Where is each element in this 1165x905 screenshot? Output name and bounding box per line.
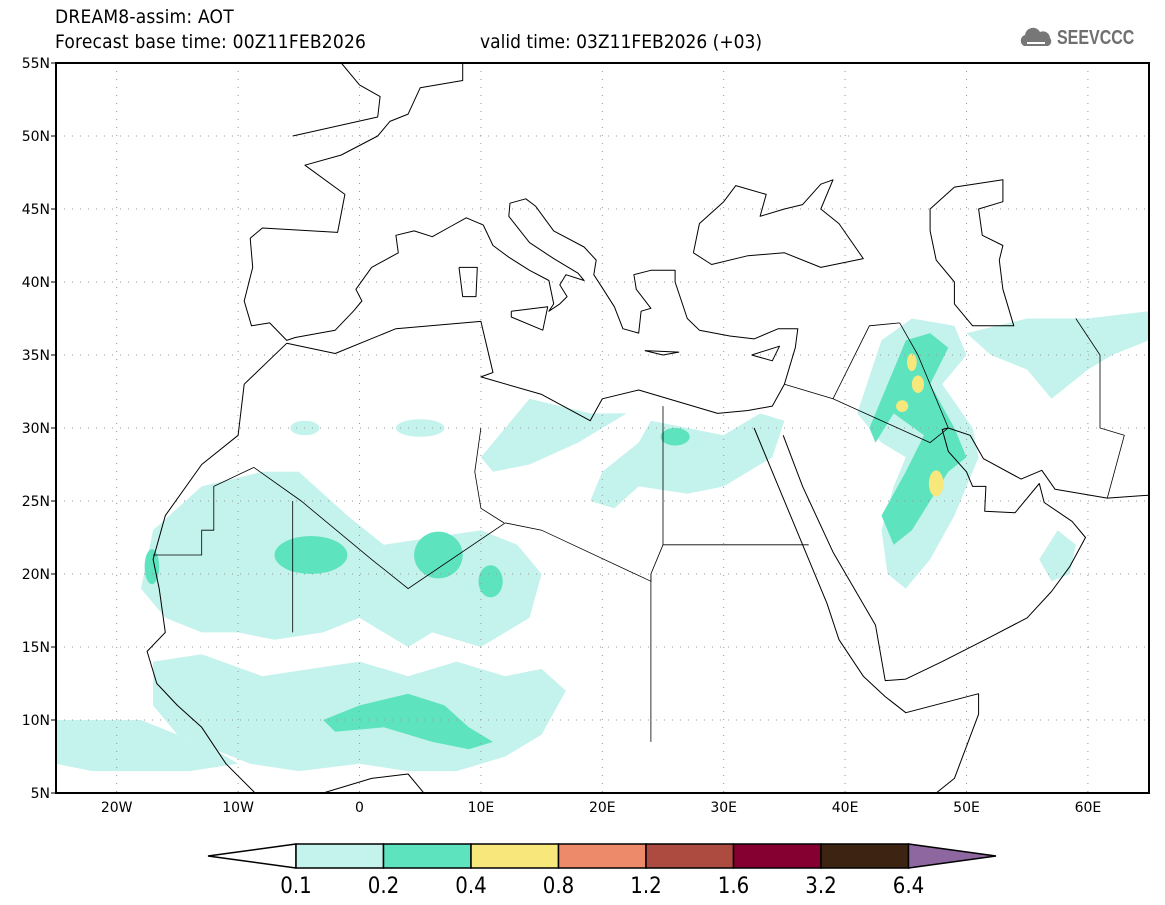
colorbar-label: 1.6 bbox=[718, 874, 749, 899]
latitude-label: 30N bbox=[22, 421, 50, 437]
aot-area-low bbox=[590, 413, 785, 509]
aot-area-high bbox=[928, 470, 944, 497]
colorbar: 0.1 0.2 0.4 0.8 1.2 1.6 3.2 6.4 bbox=[207, 843, 997, 899]
aot-area-medium bbox=[478, 565, 503, 598]
latitude-label: 35N bbox=[22, 348, 50, 364]
coastline bbox=[510, 306, 549, 331]
colorbar-segment bbox=[295, 843, 385, 869]
coastline bbox=[929, 179, 1015, 327]
cloud-icon bbox=[1020, 27, 1052, 46]
coastline bbox=[319, 773, 425, 793]
aot-area-low bbox=[480, 398, 627, 472]
colorbar-segment bbox=[470, 843, 560, 869]
latitude-label: 25N bbox=[22, 494, 50, 510]
coastline bbox=[782, 427, 1149, 682]
latitude-label: 50N bbox=[22, 129, 50, 145]
coastline bbox=[751, 345, 780, 362]
latitude-label: 40N bbox=[22, 275, 50, 291]
aot-area-low bbox=[56, 720, 239, 772]
latitude-label: 5N bbox=[31, 786, 50, 802]
country-border bbox=[1075, 318, 1125, 499]
country-border bbox=[784, 322, 900, 400]
coastline bbox=[644, 350, 680, 356]
graticule bbox=[56, 63, 1149, 793]
longitude-label: 60E bbox=[1075, 800, 1102, 816]
coastline bbox=[458, 266, 478, 298]
coastline bbox=[753, 427, 980, 793]
aot-field-layer bbox=[56, 311, 1149, 772]
latitude-label: 10N bbox=[22, 713, 50, 729]
logo-text: SEEVCCC bbox=[1057, 26, 1135, 49]
aot-area-medium bbox=[274, 536, 348, 575]
country-border bbox=[474, 427, 505, 524]
colorbar-segment bbox=[820, 843, 910, 869]
colorbar-segment bbox=[382, 843, 472, 869]
longitude-label: 30E bbox=[710, 800, 737, 816]
latitude-label: 15N bbox=[22, 640, 50, 656]
latitude-label: 45N bbox=[22, 202, 50, 218]
forecast-base-time: Forecast base time: 00Z11FEB2026 bbox=[55, 31, 367, 53]
longitude-label: 10E bbox=[468, 800, 495, 816]
aot-area-high bbox=[911, 375, 925, 393]
colorbar-label: 6.4 bbox=[893, 874, 924, 899]
country-border bbox=[253, 467, 809, 590]
colorbar-low-arrow bbox=[207, 843, 297, 869]
colorbar-label: 3.2 bbox=[805, 874, 836, 899]
aot-area-medium bbox=[414, 531, 463, 579]
coastline bbox=[146, 63, 799, 793]
colorbar-high-arrow bbox=[907, 843, 997, 869]
valid-time: valid time: 03Z11FEB2026 (+03) bbox=[480, 31, 763, 53]
map-title: DREAM8-assim: AOT bbox=[55, 6, 234, 28]
coastlines bbox=[146, 63, 1149, 793]
aot-area-low bbox=[966, 311, 1149, 399]
colorbar-label: 0.2 bbox=[368, 874, 399, 899]
latitude-label: 20N bbox=[22, 567, 50, 583]
colorbar-label: 0.4 bbox=[455, 874, 486, 899]
colorbar-label: 0.8 bbox=[543, 874, 574, 899]
longitude-label: 20E bbox=[589, 800, 616, 816]
colorbar-label: 0.1 bbox=[280, 874, 311, 899]
aot-area-low bbox=[395, 419, 445, 437]
country-border bbox=[832, 398, 949, 444]
aot-area-medium bbox=[660, 428, 690, 446]
longitude-label: 20W bbox=[101, 800, 133, 816]
seevccc-logo: SEEVCCC bbox=[1018, 26, 1154, 50]
aot-area-high bbox=[896, 400, 909, 412]
longitude-label: 10W bbox=[222, 800, 254, 816]
axis-labels: 55N 50N 45N 40N 35N 30N 25N 20N 15N 10N 5N 20W 10W 0 1… bbox=[22, 56, 1102, 816]
country-border bbox=[153, 467, 255, 556]
coastline bbox=[292, 63, 381, 137]
colorbar-segment bbox=[645, 843, 735, 869]
colorbar-label: 1.2 bbox=[630, 874, 661, 899]
aot-area-low bbox=[1039, 530, 1076, 582]
aot-area-high bbox=[907, 353, 917, 372]
colorbar-segment bbox=[557, 843, 647, 869]
aot-area-medium bbox=[323, 693, 493, 750]
aot-area-medium bbox=[869, 333, 967, 545]
longitude-label: 40E bbox=[832, 800, 859, 816]
country-border bbox=[899, 322, 949, 429]
aot-area-medium bbox=[144, 549, 160, 585]
longitude-label: 50E bbox=[953, 800, 980, 816]
coastline bbox=[692, 179, 864, 268]
longitude-label: 0 bbox=[355, 800, 364, 816]
latitude-label: 55N bbox=[22, 56, 50, 72]
colorbar-segment bbox=[732, 843, 822, 869]
